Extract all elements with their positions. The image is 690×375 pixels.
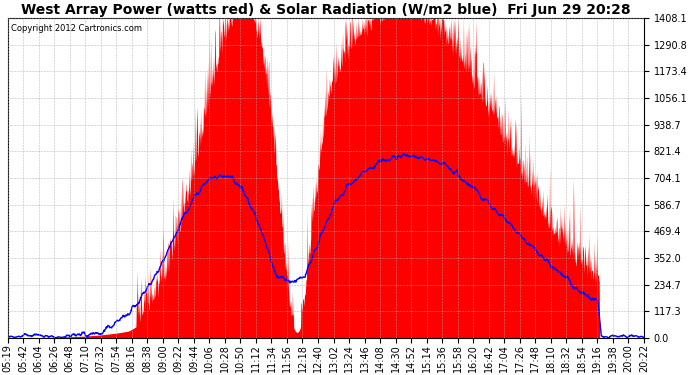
Title: West Array Power (watts red) & Solar Radiation (W/m2 blue)  Fri Jun 29 20:28: West Array Power (watts red) & Solar Rad… — [21, 3, 631, 17]
Text: Copyright 2012 Cartronics.com: Copyright 2012 Cartronics.com — [11, 24, 142, 33]
